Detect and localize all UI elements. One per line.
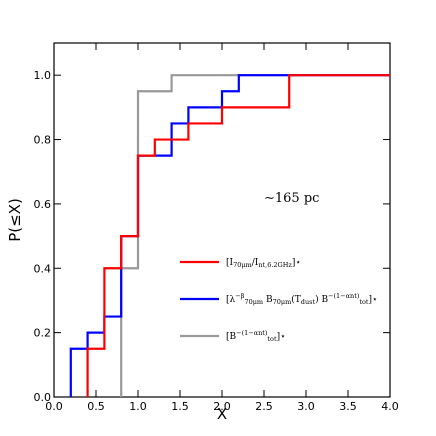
x-tick-label: 3.0: [297, 400, 315, 413]
x-tick-label: 0.5: [87, 400, 105, 413]
legend-label-1: [I70μm/Int,6.2GHz]⋆: [226, 258, 301, 269]
legend-label-2: [λ−β70μm B70μm(Tdust) B−(1−αnt)tot]⋆: [226, 292, 378, 306]
y-tick-label: 0.0: [34, 391, 52, 404]
y-tick-label: 0.2: [34, 327, 52, 340]
legend-label-3: [B−(1−αnt)tot]⋆: [226, 329, 286, 343]
region-annotation: ∼165 pc: [264, 191, 319, 206]
y-tick-label: 0.6: [34, 198, 52, 211]
x-tick-label: 1.0: [129, 400, 147, 413]
x-tick-label: 4.0: [381, 400, 399, 413]
series-line-3: [120, 74, 390, 397]
x-tick-label: 1.5: [171, 400, 189, 413]
y-tick-label: 0.8: [34, 134, 52, 147]
x-axis-title: X: [217, 405, 227, 423]
series-line-2: [69, 74, 390, 397]
x-tick-label: 2.5: [255, 400, 273, 413]
y-axis-title: P(≤X): [6, 198, 24, 242]
x-tick-label: 3.5: [339, 400, 357, 413]
x-tick-label: 0.0: [45, 400, 63, 413]
x-tick-label: 2.0: [213, 400, 231, 413]
y-tick-label: 1.0: [34, 69, 52, 82]
y-tick-label: 0.4: [34, 262, 52, 275]
series-line-1: [86, 74, 390, 397]
